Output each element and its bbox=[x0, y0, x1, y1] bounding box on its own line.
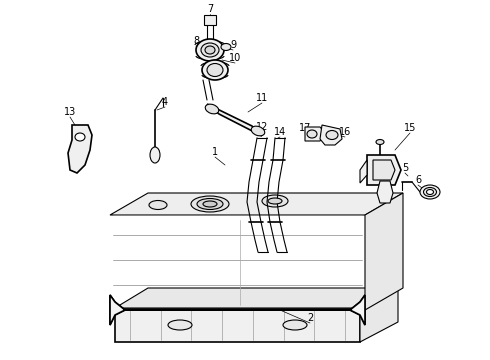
Ellipse shape bbox=[207, 63, 223, 77]
Text: 13: 13 bbox=[64, 107, 76, 117]
Text: 17: 17 bbox=[299, 123, 311, 133]
Ellipse shape bbox=[191, 196, 229, 212]
Ellipse shape bbox=[262, 195, 288, 207]
Polygon shape bbox=[207, 104, 262, 136]
Polygon shape bbox=[110, 295, 365, 325]
Polygon shape bbox=[110, 193, 403, 215]
Ellipse shape bbox=[376, 140, 384, 144]
Polygon shape bbox=[320, 125, 342, 145]
Ellipse shape bbox=[420, 185, 440, 199]
Ellipse shape bbox=[75, 133, 85, 141]
Ellipse shape bbox=[426, 189, 434, 194]
Polygon shape bbox=[360, 160, 367, 183]
Text: 15: 15 bbox=[404, 123, 416, 133]
Ellipse shape bbox=[205, 46, 215, 54]
Polygon shape bbox=[110, 295, 365, 325]
Text: 6: 6 bbox=[415, 175, 421, 185]
Polygon shape bbox=[367, 155, 401, 185]
Ellipse shape bbox=[251, 126, 265, 136]
Ellipse shape bbox=[201, 43, 219, 57]
Ellipse shape bbox=[168, 320, 192, 330]
Ellipse shape bbox=[423, 188, 437, 197]
Polygon shape bbox=[377, 181, 393, 203]
Ellipse shape bbox=[221, 44, 231, 50]
Text: 9: 9 bbox=[230, 40, 236, 50]
Text: 7: 7 bbox=[207, 4, 213, 14]
Ellipse shape bbox=[326, 131, 338, 140]
Polygon shape bbox=[204, 15, 216, 25]
Ellipse shape bbox=[149, 201, 167, 210]
Polygon shape bbox=[68, 125, 92, 173]
Text: 8: 8 bbox=[193, 36, 199, 46]
Polygon shape bbox=[373, 160, 395, 180]
Ellipse shape bbox=[307, 130, 317, 138]
Ellipse shape bbox=[283, 320, 307, 330]
Ellipse shape bbox=[205, 104, 219, 114]
Text: 12: 12 bbox=[256, 122, 268, 132]
Ellipse shape bbox=[196, 39, 224, 61]
Text: 2: 2 bbox=[307, 313, 313, 323]
Text: 16: 16 bbox=[339, 127, 351, 137]
Text: 4: 4 bbox=[162, 97, 168, 107]
Text: 5: 5 bbox=[402, 163, 408, 173]
Ellipse shape bbox=[197, 198, 223, 210]
Polygon shape bbox=[305, 127, 325, 141]
Polygon shape bbox=[360, 288, 398, 342]
Text: 1: 1 bbox=[212, 147, 218, 157]
Ellipse shape bbox=[268, 198, 282, 204]
Text: 10: 10 bbox=[229, 53, 241, 63]
Ellipse shape bbox=[203, 201, 217, 207]
Text: 11: 11 bbox=[256, 93, 268, 103]
Ellipse shape bbox=[150, 147, 160, 163]
Ellipse shape bbox=[202, 60, 228, 80]
Polygon shape bbox=[115, 308, 360, 342]
Text: 3: 3 bbox=[372, 170, 378, 180]
Polygon shape bbox=[115, 288, 398, 308]
Polygon shape bbox=[365, 193, 403, 310]
Text: 14: 14 bbox=[274, 127, 286, 137]
